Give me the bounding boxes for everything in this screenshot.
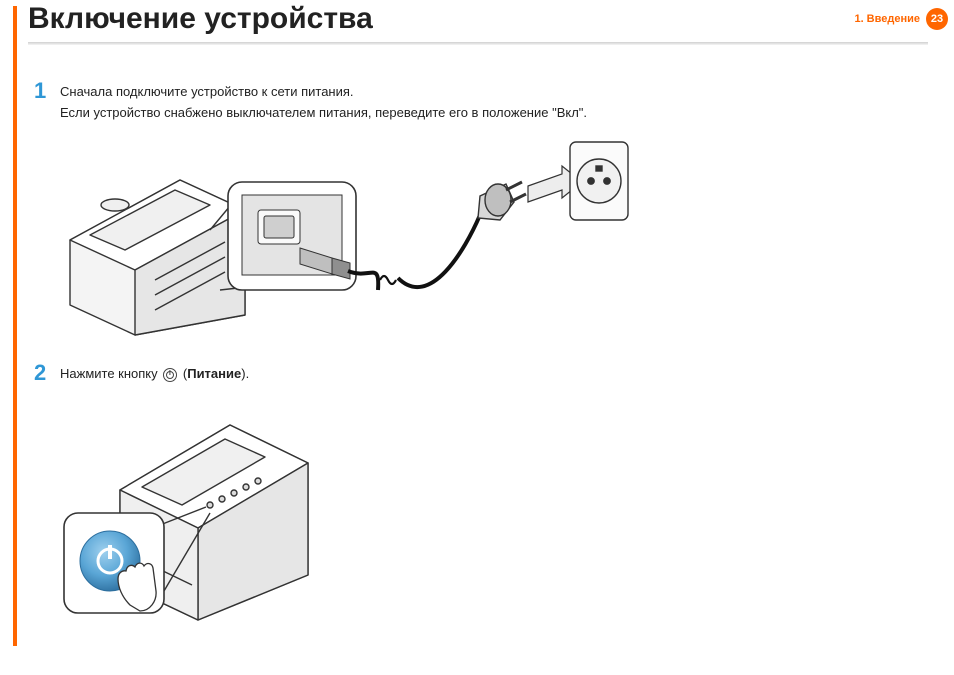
page-number-badge: 23	[926, 8, 948, 30]
step-1-number: 1	[34, 78, 46, 104]
step-1: 1 Сначала подключите устройство к сети п…	[34, 82, 914, 124]
page-title: Включение устройства	[28, 2, 373, 36]
step-2-button-label: Питание	[187, 366, 241, 381]
step-2-number: 2	[34, 360, 46, 386]
step-1-line-1: Сначала подключите устройство к сети пит…	[60, 82, 914, 103]
step-2-prefix: Нажмите кнопку	[60, 366, 161, 381]
chapter-label: 1. Введение	[854, 13, 920, 25]
step-2-body: Нажмите кнопку (Питание).	[60, 364, 914, 385]
header-meta: 1. Введение 23	[854, 8, 948, 30]
step-1-body: Сначала подключите устройство к сети пит…	[60, 82, 914, 124]
title-divider	[28, 42, 928, 45]
step-2: 2 Нажмите кнопку (Питание).	[34, 364, 914, 385]
diagram-power-button	[60, 395, 330, 635]
diagram-plug-in	[60, 140, 640, 340]
step-2-paren-close: ).	[241, 366, 249, 381]
power-icon	[163, 368, 177, 382]
step-1-line-2: Если устройство снабжено выключателем пи…	[60, 103, 914, 124]
accent-bar	[13, 6, 17, 646]
